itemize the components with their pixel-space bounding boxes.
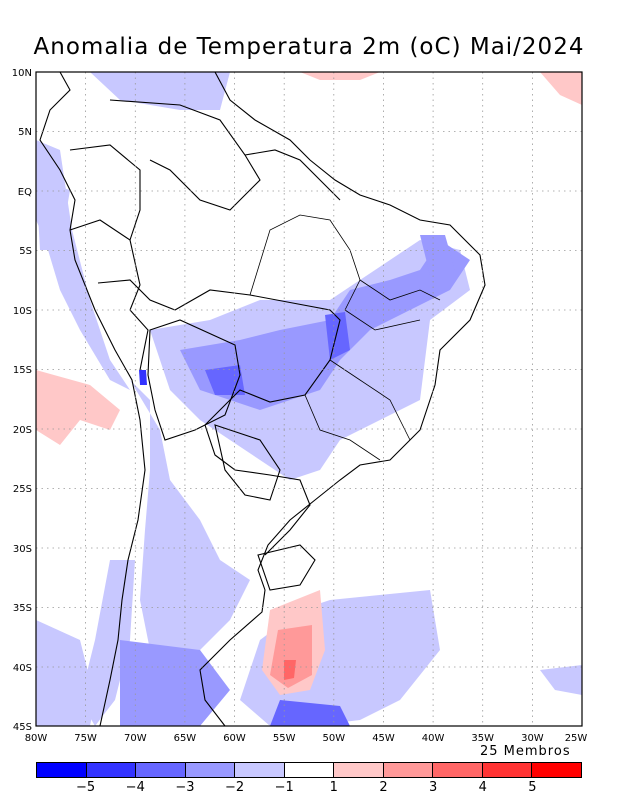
colorbar-label: 3 [428,780,438,795]
lat-label: 15S [13,365,32,376]
lat-label: 35S [13,603,32,614]
colorbar-bin [383,763,434,777]
lon-label: 45W [372,733,395,744]
colorbar-labels: −5 −4 −3 −2 −1 1 2 3 4 5 [36,780,582,798]
colorbar-bin [334,763,384,777]
lat-label: 40S [13,663,32,674]
lat-label: 25S [13,484,32,495]
lat-lon-grid [36,72,582,726]
lat-label: EQ [18,187,32,198]
colorbar-label: 5 [528,780,537,795]
lon-label: 80W [25,733,48,744]
colorbar-label: −2 [224,780,245,795]
venezuela-border [109,99,261,211]
colorbar-bin [482,763,533,777]
colombia-border [69,144,141,241]
colorbar-bin [433,763,483,777]
paraguay-border [214,424,281,501]
lat-label: 30S [13,544,32,555]
lon-label: 30W [521,733,544,744]
peru-border [69,219,149,371]
brazil-border [97,279,341,556]
guianas-border [244,149,341,201]
colorbar-bin [136,763,186,777]
lon-label: 50W [322,733,345,744]
country-borders [39,71,486,727]
colorbar-bin [235,763,285,777]
colorbar-label: −1 [274,780,294,795]
uruguay-border [257,544,316,591]
colorbar-label: 2 [379,780,388,795]
lat-label: 5S [19,246,32,257]
latitude-labels: 10N 5N EQ 5S 10S 15S 20S 25S 30S 35S 40S… [12,68,32,733]
colorbar [36,762,582,778]
lon-label: 70W [124,733,147,744]
colorbar-bin [37,763,87,777]
lon-label: 55W [273,733,296,744]
colorbar-bin [532,763,582,777]
lon-label: 65W [174,733,197,744]
lat-label: 20S [13,425,32,436]
lat-label: 10N [12,68,32,79]
lon-label: 40W [422,733,445,744]
colorbar-bin [284,763,335,777]
colorbar-label: −5 [76,780,96,795]
longitude-labels: 80W 75W 70W 65W 60W 55W 50W 45W 40W 35W … [25,733,588,744]
lon-label: 75W [74,733,97,744]
temperature-anomaly-map: 10N 5N EQ 5S 10S 15S 20S 25S 30S 35S 40S… [12,68,588,744]
colorbar-bin [86,763,137,777]
colorbar-label: 4 [478,780,487,795]
bolivia-border [147,319,241,441]
lon-label: 25W [565,733,588,744]
lon-label: 35W [471,733,494,744]
map-title: Anomalia de Temperatura 2m (oC) Mai/2024 [33,34,585,60]
colorbar-label: 1 [329,780,338,795]
colorbar-label: −3 [175,780,195,795]
continent-outline [39,71,486,727]
lat-label: 5N [18,127,32,138]
lat-label: 10S [13,306,32,317]
lat-label: 45S [13,722,32,733]
plot-frame [35,71,583,727]
colorbar-bin [185,763,236,777]
warm-anomaly-shading [36,72,582,695]
members-label: 25 Membros [480,744,571,759]
lon-label: 60W [223,733,246,744]
state-borders [249,214,441,461]
colorbar-label: −4 [125,780,145,795]
